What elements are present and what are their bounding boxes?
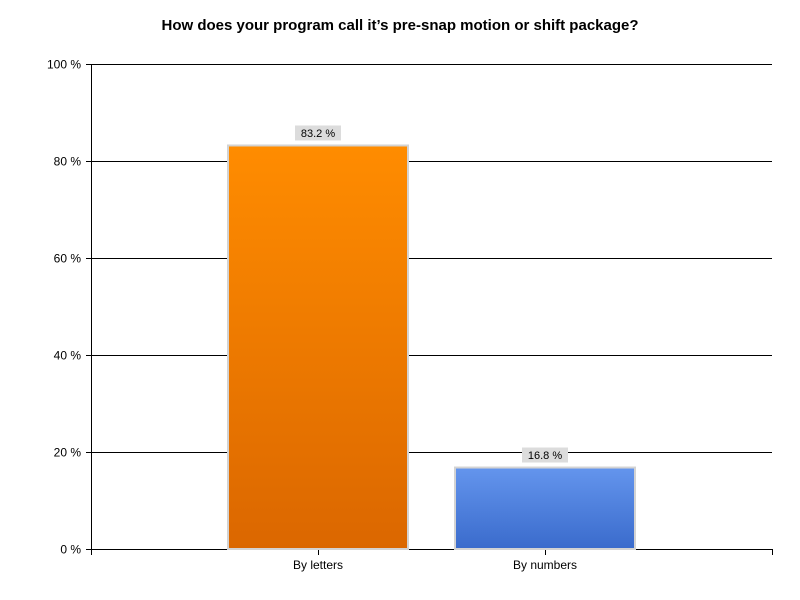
chart-title: How does your program call it’s pre-snap… <box>161 17 639 34</box>
y-tick-label: 80 % <box>54 155 82 169</box>
x-tick-label: By numbers <box>513 558 577 572</box>
y-tick-label: 0 % <box>60 543 81 557</box>
data-label: 83.2 % <box>301 128 335 140</box>
data-label-bg <box>295 125 341 141</box>
y-tick-label: 20 % <box>54 446 82 460</box>
y-tick-label: 60 % <box>54 252 82 266</box>
y-tick-label: 100 % <box>47 58 81 72</box>
data-label-bg <box>522 447 568 463</box>
y-tick-label: 40 % <box>54 349 82 363</box>
x-tick-label: By letters <box>293 558 343 572</box>
data-label: 16.8 % <box>528 450 562 462</box>
bar <box>227 144 409 550</box>
bar <box>454 466 636 550</box>
